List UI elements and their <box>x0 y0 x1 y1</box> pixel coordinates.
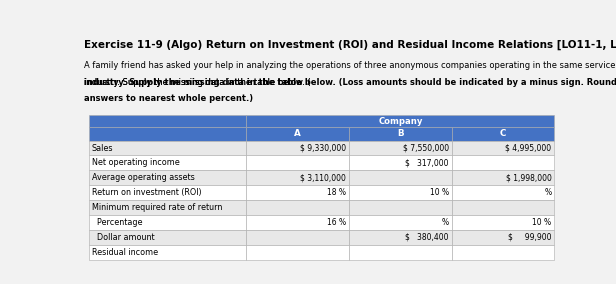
Text: B: B <box>397 129 403 138</box>
Text: $ 4,995,000: $ 4,995,000 <box>505 143 551 153</box>
Text: Sales: Sales <box>92 143 113 153</box>
FancyBboxPatch shape <box>89 170 246 185</box>
Text: $   380,400: $ 380,400 <box>405 233 449 242</box>
Text: 16 %: 16 % <box>327 218 346 227</box>
FancyBboxPatch shape <box>452 185 554 200</box>
Text: Residual income: Residual income <box>92 248 158 257</box>
FancyBboxPatch shape <box>452 245 554 260</box>
Text: Return on investment (ROI): Return on investment (ROI) <box>92 188 201 197</box>
Text: Exercise 11-9 (Algo) Return on Investment (ROI) and Residual Income Relations [L: Exercise 11-9 (Algo) Return on Investmen… <box>84 39 616 50</box>
Text: %: % <box>545 188 551 197</box>
FancyBboxPatch shape <box>349 230 452 245</box>
Text: $     99,900: $ 99,900 <box>508 233 551 242</box>
Text: A: A <box>294 129 301 138</box>
FancyBboxPatch shape <box>89 215 246 230</box>
Text: %: % <box>442 218 449 227</box>
FancyBboxPatch shape <box>89 230 246 245</box>
FancyBboxPatch shape <box>452 155 554 170</box>
Text: Minimum required rate of return: Minimum required rate of return <box>92 203 222 212</box>
Text: Company: Company <box>378 116 423 126</box>
Text: C: C <box>500 129 506 138</box>
FancyBboxPatch shape <box>452 215 554 230</box>
FancyBboxPatch shape <box>349 245 452 260</box>
FancyBboxPatch shape <box>452 170 554 185</box>
FancyBboxPatch shape <box>246 185 349 200</box>
Text: A family friend has asked your help in analyzing the operations of three anonymo: A family friend has asked your help in a… <box>84 61 616 70</box>
Text: $ 3,110,000: $ 3,110,000 <box>301 173 346 182</box>
FancyBboxPatch shape <box>349 141 452 155</box>
FancyBboxPatch shape <box>349 170 452 185</box>
FancyBboxPatch shape <box>349 127 452 141</box>
FancyBboxPatch shape <box>246 141 349 155</box>
FancyBboxPatch shape <box>246 200 349 215</box>
Text: Percentage: Percentage <box>92 218 142 227</box>
Text: $   317,000: $ 317,000 <box>405 158 449 167</box>
FancyBboxPatch shape <box>89 155 246 170</box>
Text: industry. Supply the missing data in the table below. (: industry. Supply the missing data in the… <box>84 78 311 87</box>
FancyBboxPatch shape <box>246 245 349 260</box>
FancyBboxPatch shape <box>452 200 554 215</box>
FancyBboxPatch shape <box>452 127 554 141</box>
FancyBboxPatch shape <box>452 230 554 245</box>
FancyBboxPatch shape <box>89 185 246 200</box>
FancyBboxPatch shape <box>246 155 349 170</box>
FancyBboxPatch shape <box>89 141 246 155</box>
FancyBboxPatch shape <box>349 215 452 230</box>
Text: Net operating income: Net operating income <box>92 158 179 167</box>
Text: 10 %: 10 % <box>532 218 551 227</box>
Text: $ 7,550,000: $ 7,550,000 <box>403 143 449 153</box>
Text: industry. Supply the missing data in the table below. (Loss amounts should be in: industry. Supply the missing data in the… <box>84 78 616 87</box>
FancyBboxPatch shape <box>89 200 246 215</box>
FancyBboxPatch shape <box>246 215 349 230</box>
Text: industry. Supply the missing data in the table below. (: industry. Supply the missing data in the… <box>84 78 311 87</box>
FancyBboxPatch shape <box>349 155 452 170</box>
Text: Average operating assets: Average operating assets <box>92 173 195 182</box>
FancyBboxPatch shape <box>452 141 554 155</box>
FancyBboxPatch shape <box>246 170 349 185</box>
FancyBboxPatch shape <box>246 230 349 245</box>
FancyBboxPatch shape <box>349 185 452 200</box>
Text: $ 9,330,000: $ 9,330,000 <box>300 143 346 153</box>
Text: answers to nearest whole percent.): answers to nearest whole percent.) <box>84 94 253 103</box>
FancyBboxPatch shape <box>89 127 246 141</box>
Text: Dollar amount: Dollar amount <box>92 233 155 242</box>
FancyBboxPatch shape <box>246 127 349 141</box>
Text: 10 %: 10 % <box>430 188 449 197</box>
FancyBboxPatch shape <box>89 115 246 127</box>
Text: 18 %: 18 % <box>327 188 346 197</box>
Text: $ 1,998,000: $ 1,998,000 <box>506 173 551 182</box>
FancyBboxPatch shape <box>89 245 246 260</box>
FancyBboxPatch shape <box>349 200 452 215</box>
FancyBboxPatch shape <box>246 115 554 127</box>
